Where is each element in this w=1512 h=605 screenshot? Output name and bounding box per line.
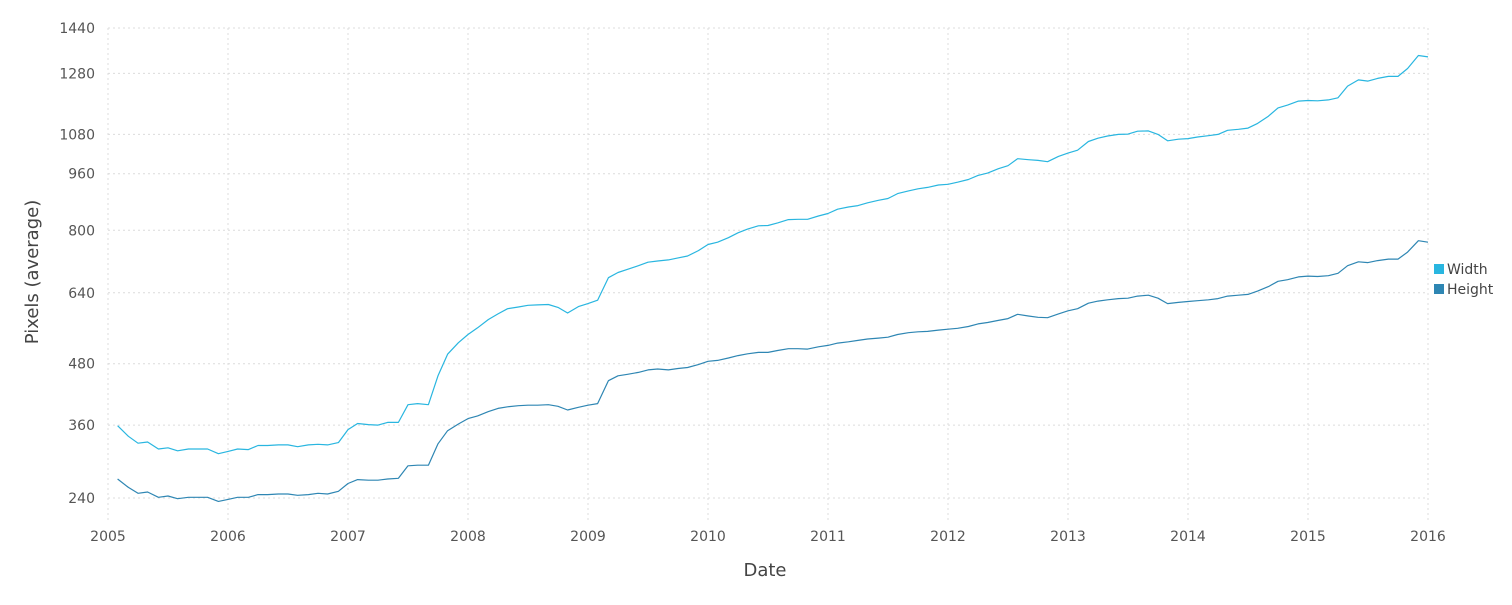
y-axis-title: Pixels (average) [22, 200, 43, 344]
x-tick-label: 2011 [810, 529, 846, 545]
legend-label-height: Height [1447, 282, 1494, 298]
y-tick-label: 480 [68, 357, 95, 373]
y-axis-ticks: 240 360 480 640 800 960 1080 1280 1440 [59, 21, 95, 507]
x-tick-label: 2014 [1170, 529, 1206, 545]
series-line-width [117, 54, 1429, 455]
y-tick-label: 640 [68, 286, 95, 302]
x-tick-label: 2012 [930, 529, 966, 545]
y-tick-label: 800 [68, 223, 95, 239]
legend-swatch-height [1434, 284, 1444, 294]
x-axis-title: Date [743, 560, 786, 581]
x-tick-label: 2008 [450, 529, 486, 545]
x-tick-label: 2010 [690, 529, 726, 545]
x-tick-label: 2009 [570, 529, 606, 545]
x-tick-label: 2013 [1050, 529, 1086, 545]
y-tick-label: 1080 [59, 127, 95, 143]
x-tick-label: 2015 [1290, 529, 1326, 545]
x-tick-label: 2005 [90, 529, 126, 545]
x-tick-label: 2016 [1410, 529, 1446, 545]
legend-label-width: Width [1447, 262, 1488, 278]
y-tick-label: 1440 [59, 21, 95, 37]
series-lines [117, 54, 1429, 502]
series-line-height [117, 240, 1429, 502]
x-tick-label: 2006 [210, 529, 246, 545]
gridlines [107, 27, 1429, 522]
legend-swatch-width [1434, 264, 1444, 274]
y-tick-label: 1280 [59, 66, 95, 82]
x-tick-label: 2007 [330, 529, 366, 545]
x-axis-ticks: 2005 2006 2007 2008 2009 2010 2011 2012 2013 2014… [90, 529, 1446, 545]
y-tick-label: 240 [68, 491, 95, 507]
legend: Width Height [1434, 262, 1494, 298]
y-tick-label: 360 [68, 418, 95, 434]
y-tick-label: 960 [68, 167, 95, 183]
